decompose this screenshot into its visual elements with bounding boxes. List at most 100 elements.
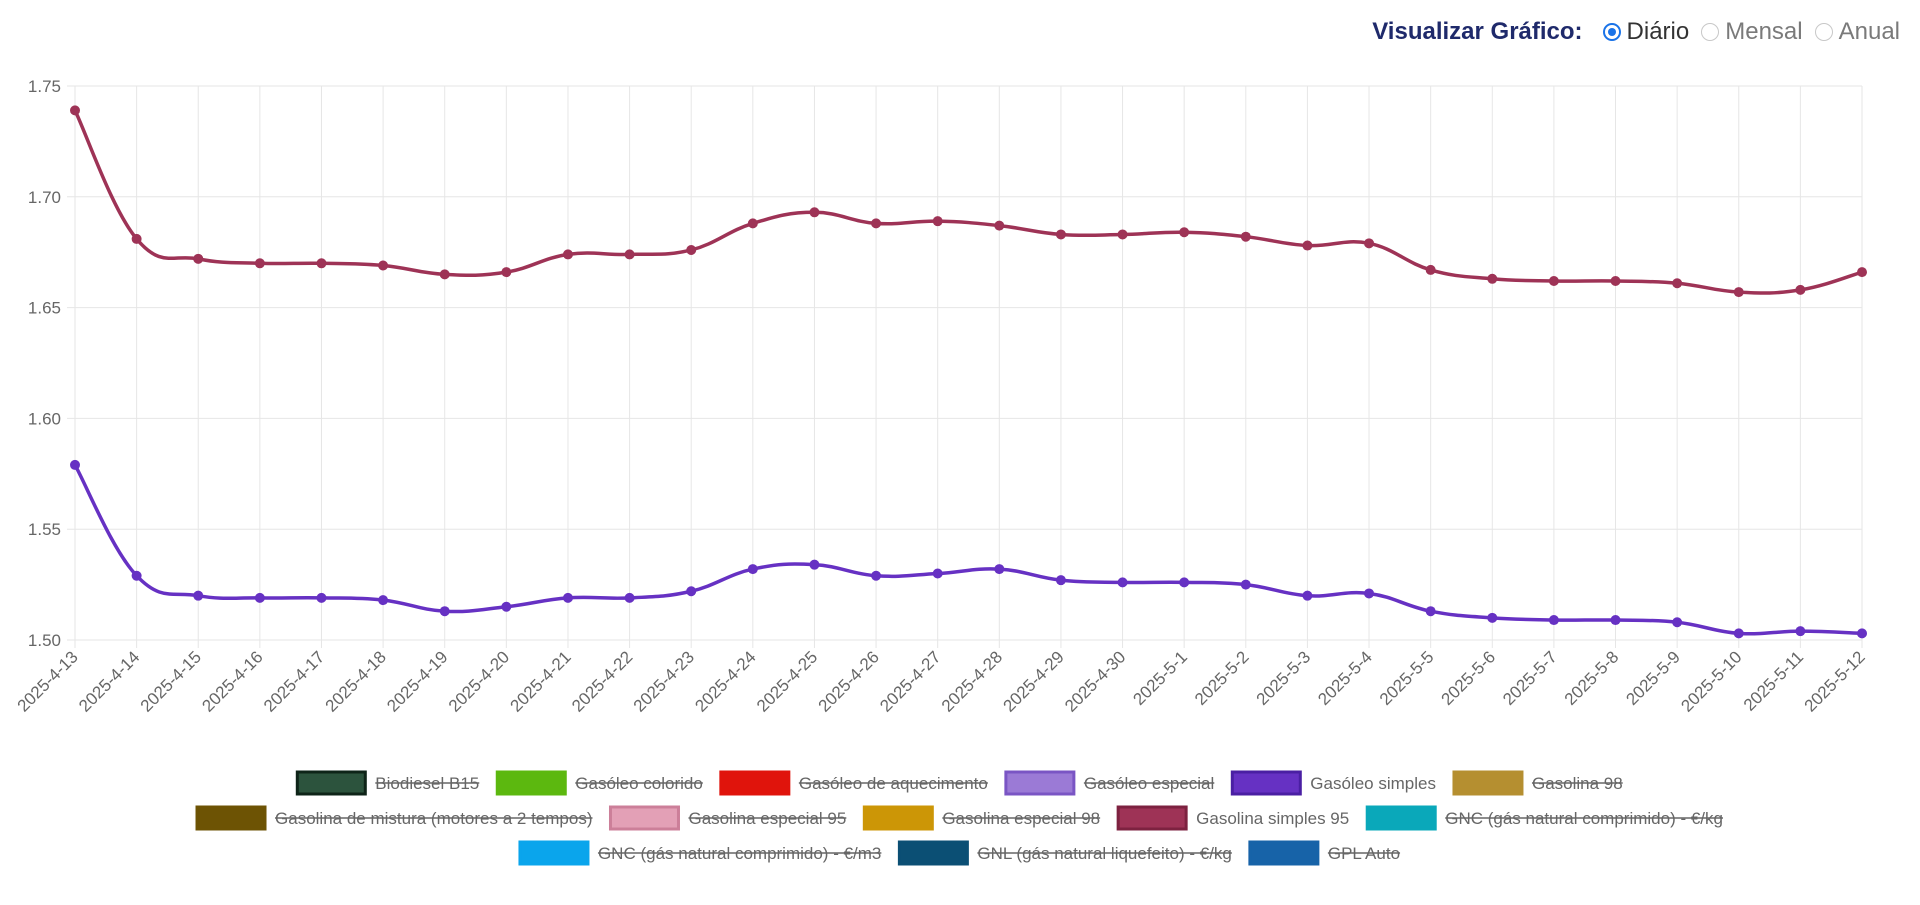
x-tick-label: 2025-5-1 <box>1129 647 1191 709</box>
legend-item-gas-leo-de-aquecimento[interactable]: Gasóleo de aquecimento <box>719 770 988 796</box>
legend-swatch[interactable] <box>1004 770 1076 796</box>
radio-mensal-circle[interactable] <box>1701 23 1720 41</box>
data-point-gasolina-simples-95 <box>1610 276 1621 287</box>
x-tick-label: 2025-5-3 <box>1253 647 1315 709</box>
data-point-gas-leo-simples <box>439 606 450 617</box>
legend-swatch[interactable] <box>495 770 567 796</box>
legend-item-gasolina-especial-95[interactable]: Gasolina especial 95 <box>608 805 847 831</box>
legend-label[interactable]: Gasolina simples 95 <box>1196 809 1349 828</box>
legend-item-biodiesel-b15[interactable]: Biodiesel B15 <box>295 770 480 796</box>
data-point-gasolina-simples-95 <box>1240 231 1251 242</box>
data-point-gasolina-simples-95 <box>378 260 389 271</box>
data-point-gasolina-simples-95 <box>1302 240 1313 251</box>
data-point-gasolina-simples-95 <box>254 258 265 269</box>
chart-view-selector: Visualizar Gráfico: Diário Mensal Anual <box>1372 18 1900 46</box>
legend-swatch[interactable] <box>897 840 969 866</box>
legend-swatch[interactable] <box>1230 770 1302 796</box>
data-point-gas-leo-simples <box>193 590 204 601</box>
data-point-gasolina-simples-95 <box>1795 284 1806 295</box>
legend-item-gasolina-de-mistura-motores-a-2-tempos[interactable]: Gasolina de mistura (motores a 2 tempos) <box>195 805 593 831</box>
legend-swatch[interactable] <box>719 770 791 796</box>
data-point-gasolina-simples-95 <box>501 267 512 278</box>
data-point-gas-leo-simples <box>994 564 1005 575</box>
data-point-gas-leo-simples <box>1179 577 1190 588</box>
legend-swatch[interactable] <box>295 770 367 796</box>
x-tick-label: 2025-5-5 <box>1376 647 1438 709</box>
x-tick-label: 2025-4-20 <box>445 647 513 715</box>
x-tick-label: 2025-4-13 <box>14 647 82 715</box>
data-point-gas-leo-simples <box>747 564 758 575</box>
radio-mensal-label[interactable]: Mensal <box>1725 18 1803 45</box>
data-point-gasolina-simples-95 <box>1548 276 1559 287</box>
legend-swatch[interactable] <box>518 840 590 866</box>
data-point-gasolina-simples-95 <box>686 244 697 255</box>
x-tick-label: 2025-5-11 <box>1740 647 1807 714</box>
x-tick-label: 2025-5-2 <box>1191 647 1253 709</box>
legend-item-gnc-g-s-natural-comprimido-m3[interactable]: GNC (gás natural comprimido) - €/m3 <box>518 840 882 866</box>
legend-swatch[interactable] <box>1365 805 1437 831</box>
legend-item-gas-leo-simples[interactable]: Gasóleo simples <box>1230 770 1436 796</box>
radio-diario-label[interactable]: Diário <box>1626 18 1690 45</box>
data-point-gasolina-simples-95 <box>1857 267 1867 278</box>
data-point-gas-leo-simples <box>254 592 265 603</box>
radio-anual-circle[interactable] <box>1814 23 1833 41</box>
legend-swatch[interactable] <box>862 805 934 831</box>
data-point-gas-leo-simples <box>1487 612 1498 623</box>
x-tick-label: 2025-5-7 <box>1499 647 1561 709</box>
x-tick-label: 2025-5-6 <box>1438 647 1500 709</box>
series-line-gas-leo-simples <box>73 464 1863 636</box>
data-point-gas-leo-simples <box>378 595 389 606</box>
x-tick-label: 2025-4-23 <box>630 647 698 715</box>
radio-anual-label[interactable]: Anual <box>1838 18 1900 45</box>
x-tick-label: 2025-4-15 <box>137 647 205 715</box>
legend-item-gas-leo-especial[interactable]: Gasóleo especial <box>1004 770 1215 796</box>
data-point-gasolina-simples-95 <box>871 218 882 229</box>
legend-item-gasolina-98[interactable]: Gasolina 98 <box>1452 770 1623 796</box>
x-tick-label: 2025-5-12 <box>1801 647 1869 715</box>
y-tick-label: 1.60 <box>28 409 61 428</box>
data-point-gas-leo-simples <box>1610 615 1621 626</box>
legend-item-gasolina-simples-95[interactable]: Gasolina simples 95 <box>1116 805 1349 831</box>
x-tick-label: 2025-4-30 <box>1061 647 1129 715</box>
x-tick-label: 2025-5-8 <box>1561 647 1623 709</box>
x-tick-label: 2025-4-26 <box>815 647 883 715</box>
radio-mensal[interactable]: Mensal <box>1701 18 1803 46</box>
legend-item-gnc-g-s-natural-comprimido-kg[interactable]: GNC (gás natural comprimido) - €/kg <box>1365 805 1723 831</box>
data-point-gas-leo-simples <box>131 570 142 581</box>
x-tick-label: 2025-5-10 <box>1677 647 1745 715</box>
x-tick-label: 2025-4-25 <box>753 647 821 715</box>
x-tick-label: 2025-4-19 <box>383 647 451 715</box>
x-tick-label: 2025-4-14 <box>75 647 143 715</box>
data-point-gas-leo-simples <box>1055 575 1066 586</box>
data-point-gasolina-simples-95 <box>316 258 327 269</box>
data-point-gas-leo-simples <box>1302 590 1313 601</box>
legend-swatch[interactable] <box>1248 840 1320 866</box>
data-point-gasolina-simples-95 <box>70 105 80 116</box>
data-point-gas-leo-simples <box>70 459 80 470</box>
data-point-gas-leo-simples <box>624 592 635 603</box>
legend-item-gpl-auto[interactable]: GPL Auto <box>1248 840 1401 866</box>
radio-anual[interactable]: Anual <box>1814 18 1900 46</box>
data-point-gasolina-simples-95 <box>1425 264 1436 275</box>
series-line-gasolina-simples-95 <box>73 109 1863 295</box>
data-point-gas-leo-simples <box>1240 579 1251 590</box>
legend-item-gas-leo-colorido[interactable]: Gasóleo colorido <box>495 770 703 796</box>
legend-item-gasolina-especial-98[interactable]: Gasolina especial 98 <box>862 805 1101 831</box>
x-tick-label: 2025-4-16 <box>198 647 266 715</box>
legend-item-gnl-g-s-natural-liquefeito-kg[interactable]: GNL (gás natural liquefeito) - €/kg <box>897 840 1232 866</box>
radio-diario-circle[interactable] <box>1602 23 1621 41</box>
y-tick-label: 1.70 <box>28 188 61 207</box>
data-point-gasolina-simples-95 <box>1733 287 1744 298</box>
y-tick-label: 1.50 <box>28 631 61 650</box>
data-point-gas-leo-simples <box>1425 606 1436 617</box>
legend-swatch[interactable] <box>608 805 680 831</box>
data-point-gas-leo-simples <box>316 592 327 603</box>
legend-label[interactable]: Gasóleo simples <box>1310 774 1436 793</box>
radio-diario[interactable]: Diário <box>1602 18 1690 46</box>
legend-swatch[interactable] <box>1452 770 1524 796</box>
y-tick-label: 1.75 <box>28 77 61 96</box>
data-point-gasolina-simples-95 <box>747 218 758 229</box>
legend-swatch[interactable] <box>195 805 267 831</box>
legend-swatch[interactable] <box>1116 805 1188 831</box>
